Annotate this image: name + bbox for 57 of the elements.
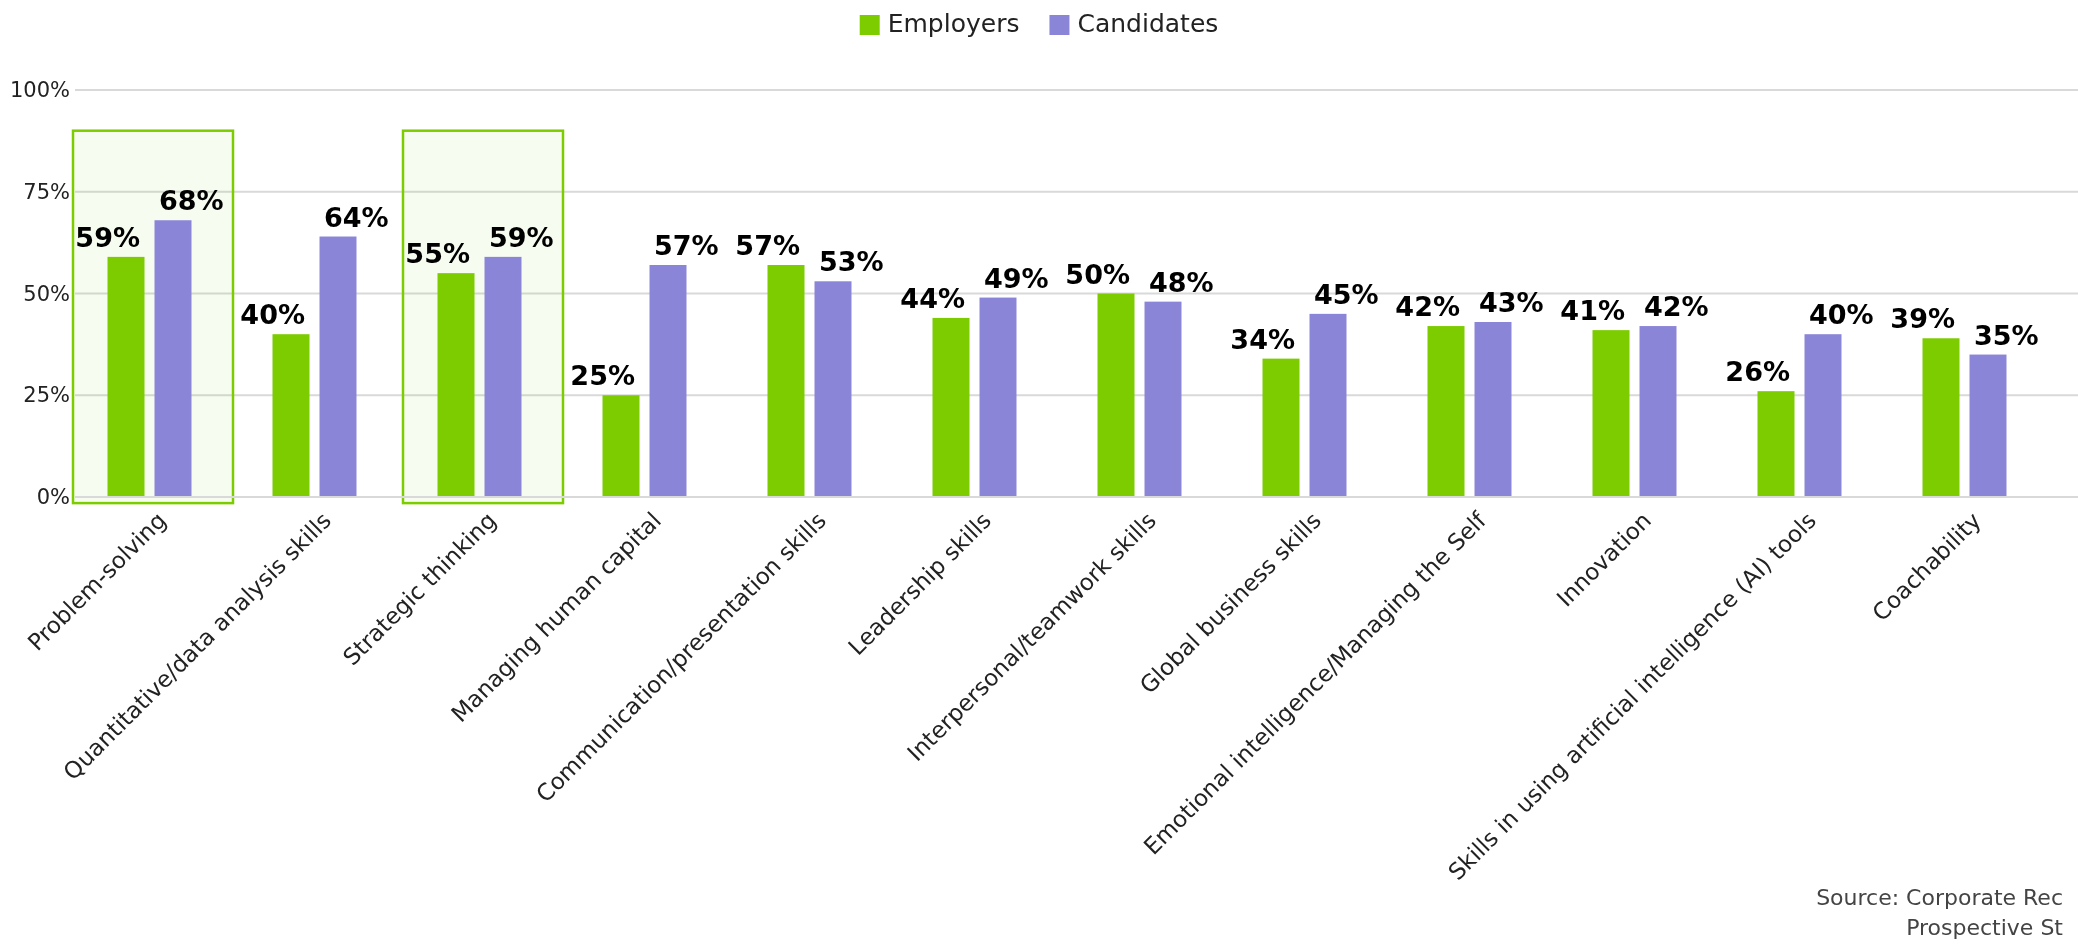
bar [979, 297, 1017, 497]
data-label: 59% [75, 221, 140, 253]
legend-label: Candidates [1077, 9, 1219, 38]
bar [437, 273, 475, 497]
bar [1922, 338, 1960, 497]
bar [1309, 313, 1347, 497]
data-label: 68% [159, 185, 224, 217]
bar [814, 281, 852, 497]
data-label: 44% [900, 282, 965, 314]
bar [154, 220, 192, 497]
data-label: 43% [1479, 286, 1544, 318]
data-label: 40% [1809, 299, 1874, 331]
data-label: 53% [819, 246, 884, 278]
bar [272, 334, 310, 497]
bar [484, 256, 522, 497]
data-label: 50% [1065, 258, 1130, 290]
data-label: 49% [984, 262, 1049, 294]
data-label: 48% [1149, 266, 1214, 298]
bar [1757, 391, 1795, 497]
y-tick-label: 25% [23, 383, 70, 408]
bar [1592, 330, 1630, 497]
y-tick-label: 75% [23, 179, 70, 204]
data-label: 35% [1974, 319, 2039, 351]
data-label: 42% [1395, 291, 1460, 323]
bar [1144, 301, 1182, 497]
bar [767, 265, 805, 497]
data-label: 42% [1644, 291, 1709, 323]
bar [107, 256, 145, 497]
text: Prospective St [1906, 915, 2064, 940]
data-label: 41% [1560, 295, 1625, 327]
source-note: Source: Corporate Rec [1816, 885, 2063, 910]
bar [1969, 354, 2007, 497]
y-tick-label: 100% [9, 78, 70, 103]
bar [649, 265, 687, 497]
bar [1427, 326, 1465, 497]
data-label: 55% [405, 238, 470, 270]
legend-label: Employers [887, 9, 1020, 38]
data-label: 39% [1890, 303, 1955, 335]
y-tick-label: 50% [23, 281, 70, 306]
bar [319, 236, 357, 497]
bar [1639, 326, 1677, 497]
bar [602, 395, 640, 497]
bar [1474, 321, 1512, 497]
data-label: 64% [324, 201, 389, 233]
data-label: 57% [735, 230, 800, 262]
data-label: 34% [1230, 323, 1295, 355]
bar [1097, 293, 1135, 497]
y-tick-label: 0% [36, 485, 70, 510]
data-label: 25% [570, 360, 635, 392]
bar [1804, 334, 1842, 497]
data-label: 59% [489, 221, 554, 253]
bar [1262, 358, 1300, 497]
data-label: 57% [654, 230, 719, 262]
data-label: 45% [1314, 278, 1379, 310]
data-label: 26% [1725, 356, 1790, 388]
data-label: 40% [240, 299, 305, 331]
bar [932, 317, 970, 497]
